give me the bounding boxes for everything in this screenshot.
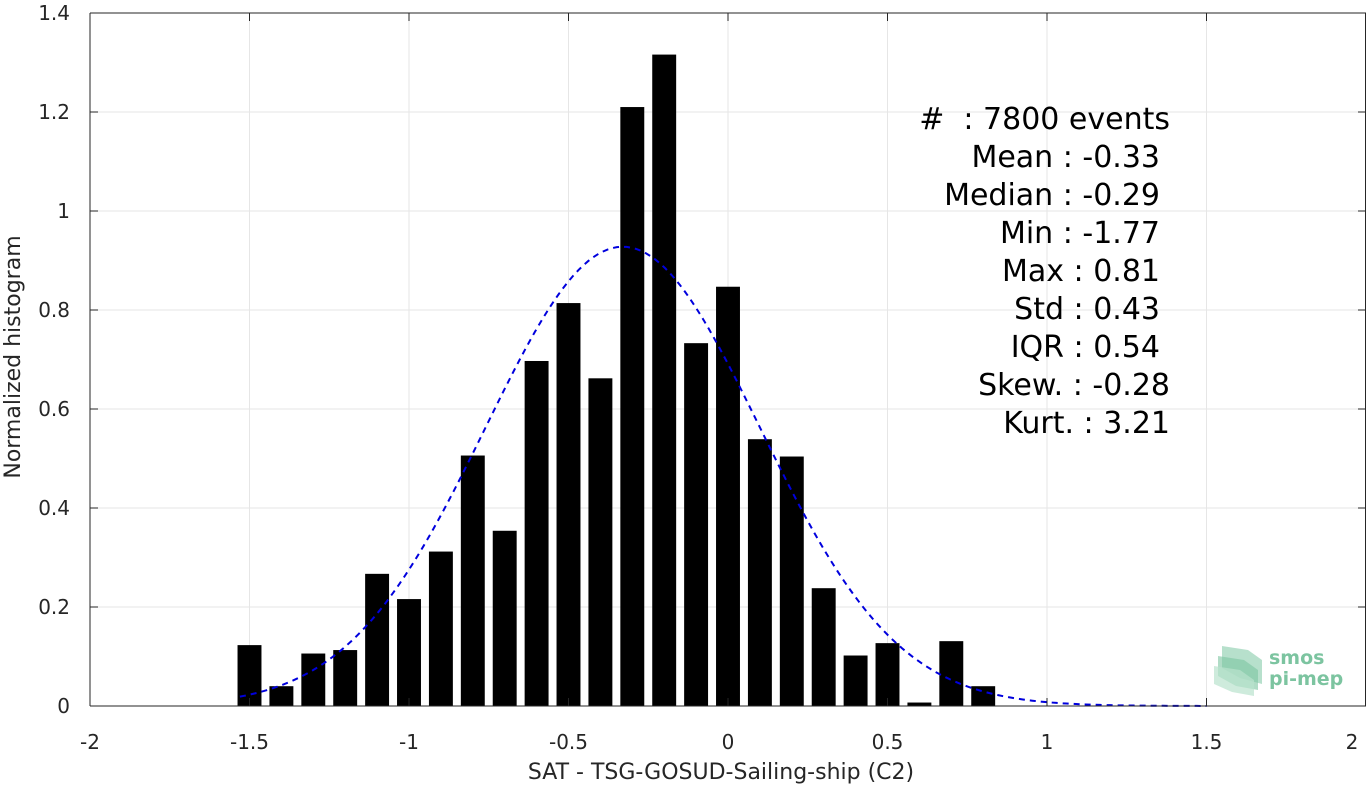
stat-iqr: IQR : 0.54 [1011, 330, 1160, 365]
logo-text-smos: smos [1269, 647, 1324, 669]
x-axis-label: SAT - TSG-GOSUD-Sailing-ship (C2) [528, 760, 914, 785]
smos-pimep-logo: smos pi-mep [1214, 646, 1343, 696]
stat-std: Std : 0.43 [1014, 292, 1160, 327]
y-tick-label: 0.4 [38, 496, 70, 520]
histogram-bar [428, 551, 453, 706]
stat-events: # : 7800 events [919, 102, 1170, 137]
x-tick-label: -0.5 [549, 730, 588, 754]
histogram-bar [652, 54, 677, 706]
y-tick-label: 1.4 [38, 1, 70, 25]
x-tick-label: -2 [80, 730, 100, 754]
y-tick-label: 1 [57, 199, 70, 223]
stat-max: Max : 0.81 [1002, 254, 1160, 289]
stat-skew: Skew. : -0.28 [978, 368, 1170, 403]
histogram-bar [556, 303, 581, 706]
y-tick-label: 0.2 [38, 595, 70, 619]
histogram-bar [843, 655, 868, 706]
gaussian-fit [239, 245, 1207, 707]
histogram-bar [237, 645, 262, 706]
histogram-bar [492, 530, 517, 706]
x-tick-label: 1.5 [1191, 730, 1223, 754]
x-tick-label: 1 [1041, 730, 1054, 754]
histogram-bar [365, 573, 390, 706]
histogram-bar [716, 286, 740, 706]
histogram-bar [971, 686, 996, 706]
stat-median: Median : -0.29 [944, 178, 1160, 213]
fit-curve-line [239, 245, 1207, 707]
histogram-bar [269, 686, 294, 706]
logo-layers-icon [1214, 646, 1262, 696]
x-tick-label: 0 [722, 730, 735, 754]
histogram-bar [779, 456, 804, 706]
histogram-bar [747, 439, 772, 706]
histogram-bar [811, 588, 836, 706]
histogram-bar [684, 343, 709, 706]
histogram-bar [588, 378, 613, 706]
y-tick-label: 1.2 [38, 100, 70, 124]
histogram-bar [907, 702, 932, 706]
logo-text-pimep: pi-mep [1269, 668, 1343, 690]
histogram-bar [620, 107, 645, 707]
stat-kurt: Kurt. : 3.21 [1003, 406, 1170, 441]
statistics-annotation: # : 7800 events Mean : -0.33 Median : -0… [919, 102, 1170, 441]
tick-labels: -2 -1.5 -1 -0.5 0 0.5 1 1.5 2 0 0.2 0.4 0.6 0.8 1 1.2 1.… [38, 1, 1358, 754]
y-tick-label: 0.6 [38, 397, 70, 421]
histogram-bar [397, 599, 421, 706]
y-tick-label: 0 [57, 694, 70, 718]
x-tick-label: 0.5 [872, 730, 904, 754]
histogram-bar [524, 360, 549, 706]
histogram-bar [939, 641, 964, 706]
stat-mean: Mean : -0.33 [971, 140, 1160, 175]
x-tick-label: 2 [1346, 730, 1359, 754]
histogram-bar [301, 653, 326, 706]
stat-min: Min : -1.77 [1000, 216, 1160, 251]
y-tick-label: 0.8 [38, 298, 70, 322]
histogram-bar [333, 650, 358, 706]
x-tick-label: -1 [399, 730, 419, 754]
histogram-bar [460, 455, 485, 706]
histogram-bar [875, 643, 900, 706]
histogram-bars [237, 54, 996, 707]
x-tick-label: -1.5 [230, 730, 269, 754]
y-axis-label: Normalized histogram [1, 235, 26, 478]
